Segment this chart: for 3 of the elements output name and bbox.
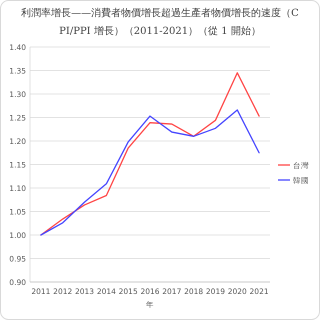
chart-title: 利潤率增長——消費者物價增長超過生產者物價增長的速度（CPI/PPI 增長）（2011-2021）（從 1 開始）	[21, 7, 300, 37]
line-series	[40, 109, 260, 236]
line-series	[40, 72, 260, 236]
